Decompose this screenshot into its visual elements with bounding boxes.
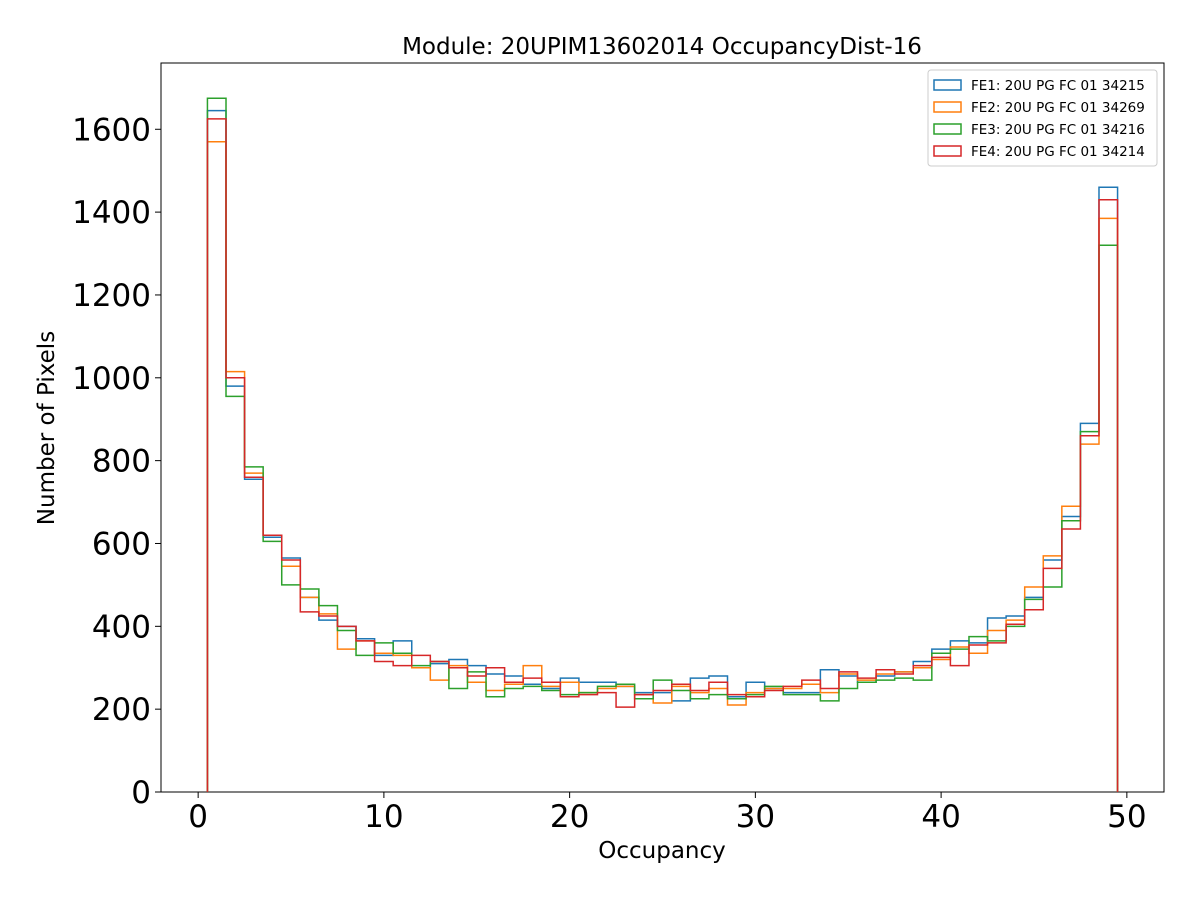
legend-entry-label: FE4: 20U PG FC 01 34214 [971,144,1145,160]
y-axis-label: Number of Pixels [34,331,60,525]
legend-entry-label: FE3: 20U PG FC 01 34216 [971,122,1145,138]
histogram-series-fe2 [206,140,1119,792]
histogram-series-fe3 [206,97,1119,792]
x-tick-label: 30 [736,799,775,835]
legend-swatch [933,145,962,157]
y-tick-label: 0 [131,775,151,811]
y-tick-label: 400 [92,609,151,645]
histogram-series-fe4 [206,118,1119,792]
x-tick-label: 40 [921,799,960,835]
legend: FE1: 20U PG FC 01 34215 FE2: 20U PG FC 01… [927,69,1158,167]
x-tick-label: 0 [188,799,208,835]
y-tick-label: 1600 [72,112,151,148]
y-tick-label: 1200 [72,278,151,314]
y-tick-label: 200 [92,692,151,728]
plot-frame [160,62,1165,793]
x-tick-label: 20 [550,799,589,835]
plot-area: 0 10 20 30 40 50 0 200 400 600 800 1000 1200 1400 1600 [72,62,1165,835]
legend-box [927,69,1158,167]
legend-entry-label: FE2: 20U PG FC 01 34269 [971,100,1145,116]
x-tick-label: 10 [364,799,403,835]
chart-title: Module: 20UPIM13602014 OccupancyDist-16 [402,34,922,60]
y-tick-label: 1000 [72,361,151,397]
legend-swatch [933,101,962,113]
y-tick-label: 800 [92,444,151,480]
y-tick-label: 600 [92,526,151,562]
x-tick-label: 50 [1107,799,1146,835]
y-tick-label: 1400 [72,195,151,231]
x-axis-label: Occupancy [598,838,726,864]
legend-entry-label: FE1: 20U PG FC 01 34215 [971,78,1145,94]
legend-swatch [933,79,962,91]
legend-swatch [933,123,962,135]
